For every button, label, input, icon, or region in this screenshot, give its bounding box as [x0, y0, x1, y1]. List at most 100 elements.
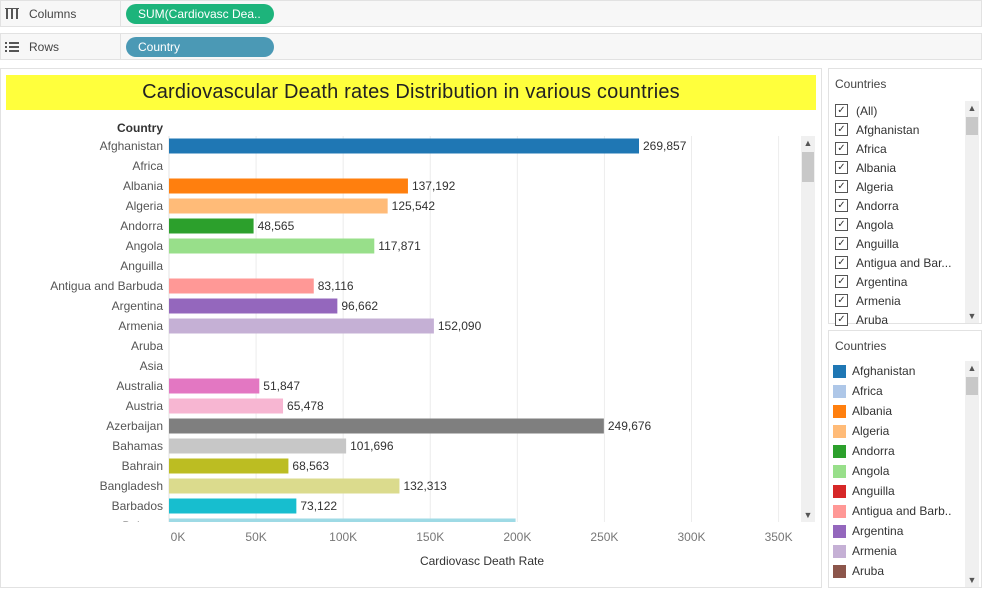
legend-item[interactable]: Angola: [833, 461, 965, 481]
filter-item[interactable]: ✓ (All): [835, 101, 963, 120]
legend-swatch: [833, 524, 846, 538]
value-label: 48,565: [258, 219, 295, 233]
bar: [169, 178, 408, 194]
checkbox-icon[interactable]: ✓: [835, 275, 848, 288]
category-label: Belarus: [122, 519, 163, 533]
filter-item-label: Anguilla: [856, 236, 899, 251]
scroll-down-arrow[interactable]: ▼: [803, 510, 813, 520]
legend-swatch: [833, 464, 846, 478]
filter-item[interactable]: ✓ Anguilla: [835, 234, 963, 253]
category-label: Anguilla: [120, 259, 163, 273]
filter-scroll-up-arrow[interactable]: ▲: [967, 103, 977, 113]
filter-item[interactable]: ✓ Aruba: [835, 310, 963, 329]
filter-item[interactable]: ✓ Algeria: [835, 177, 963, 196]
rows-shelf: Rows Country: [0, 33, 982, 60]
legend-item[interactable]: Afghanistan: [833, 361, 965, 381]
filter-item-label: Angola: [856, 217, 894, 232]
checkbox-icon[interactable]: ✓: [835, 142, 848, 155]
checkbox-icon[interactable]: ✓: [835, 199, 848, 212]
x-tick-label: 0K: [171, 530, 186, 544]
category-label: Australia: [116, 379, 163, 393]
filter-item-label: Africa: [856, 141, 887, 156]
category-label: Bangladesh: [100, 479, 163, 493]
filter-item[interactable]: ✓ Afghanistan: [835, 120, 963, 139]
x-tick-label: 50K: [245, 530, 266, 544]
columns-shelf: Columns SUM(Cardiovasc Dea..: [0, 0, 982, 27]
filter-item[interactable]: ✓ Angola: [835, 215, 963, 234]
legend-item[interactable]: Anguilla: [833, 481, 965, 501]
scroll-thumb[interactable]: [802, 152, 814, 182]
legend-item-label: Afghanistan: [852, 364, 916, 378]
legend-item[interactable]: Antigua and Barb..: [833, 501, 965, 521]
filter-item-label: Algeria: [856, 179, 894, 194]
checkbox-icon[interactable]: ✓: [835, 104, 848, 117]
chart-scrollbar[interactable]: ▲ ▼: [801, 136, 815, 522]
legend-item-label: Anguilla: [852, 484, 895, 498]
legend-swatch: [833, 504, 846, 518]
category-label: Argentina: [112, 299, 164, 313]
filter-item-label: Aruba: [856, 312, 889, 327]
checkbox-icon[interactable]: ✓: [835, 294, 848, 307]
columns-icon: [5, 7, 19, 20]
checkbox-icon[interactable]: ✓: [835, 161, 848, 174]
value-label: 83,116: [318, 279, 354, 293]
row-header: Country: [117, 121, 163, 135]
filter-item[interactable]: ✓ Argentina: [835, 272, 963, 291]
filter-item[interactable]: ✓ Albania: [835, 158, 963, 177]
category-label: Barbados: [112, 499, 163, 513]
legend-item-label: Andorra: [852, 444, 895, 458]
checkbox-icon[interactable]: ✓: [835, 237, 848, 250]
filter-item-label: Andorra: [856, 198, 899, 213]
legend-scroll-down-arrow[interactable]: ▼: [967, 575, 977, 585]
category-label: Armenia: [118, 319, 163, 333]
filter-scrollbar[interactable]: ▲ ▼: [965, 101, 979, 323]
value-label: 96,662: [341, 299, 378, 313]
x-tick-label: 100K: [329, 530, 357, 544]
category-label: Bahamas: [112, 439, 163, 453]
bar: [169, 458, 289, 474]
rows-label: Rows: [29, 39, 60, 54]
legend-scrollbar[interactable]: ▲ ▼: [965, 361, 979, 587]
scroll-up-arrow[interactable]: ▲: [803, 138, 813, 148]
value-label: 51,847: [263, 379, 300, 393]
bar: [169, 418, 604, 434]
columns-shelf-label: Columns: [1, 1, 121, 26]
checkbox-icon[interactable]: ✓: [835, 180, 848, 193]
checkbox-icon[interactable]: ✓: [835, 313, 848, 326]
checkbox-icon[interactable]: ✓: [835, 218, 848, 231]
legend-item[interactable]: Albania: [833, 401, 965, 421]
value-label: 249,676: [608, 419, 652, 433]
filter-item-label: Albania: [856, 160, 897, 175]
checkbox-icon[interactable]: ✓: [835, 256, 848, 269]
filter-item[interactable]: ✓ Armenia: [835, 291, 963, 310]
legend-item[interactable]: Africa: [833, 381, 965, 401]
value-label: 68,563: [292, 459, 329, 473]
legend-item[interactable]: Aruba: [833, 561, 965, 581]
bar: [169, 138, 640, 154]
legend-item[interactable]: Argentina: [833, 521, 965, 541]
rows-dimension-pill[interactable]: Country: [126, 37, 274, 57]
filter-item-label: (All): [856, 103, 878, 118]
bar: [169, 238, 375, 254]
legend-swatch: [833, 564, 846, 578]
legend-scroll-up-arrow[interactable]: ▲: [967, 363, 977, 373]
legend-item[interactable]: Andorra: [833, 441, 965, 461]
checkbox-icon[interactable]: ✓: [835, 123, 848, 136]
legend-item[interactable]: Armenia: [833, 541, 965, 561]
columns-measure-pill[interactable]: SUM(Cardiovasc Dea..: [126, 4, 274, 24]
bar: [169, 218, 254, 234]
legend-list: Afghanistan Africa Albania Algeria Andorra An…: [833, 361, 965, 581]
legend-scroll-thumb[interactable]: [966, 377, 978, 395]
filter-item[interactable]: ✓ Africa: [835, 139, 963, 158]
legend-item-label: Aruba: [852, 564, 885, 578]
x-tick-label: 200K: [503, 530, 531, 544]
filter-scroll-thumb[interactable]: [966, 117, 978, 135]
filter-scroll-down-arrow[interactable]: ▼: [967, 311, 977, 321]
legend-item[interactable]: Algeria: [833, 421, 965, 441]
legend-swatch: [833, 544, 846, 558]
value-label: 269,857: [643, 139, 687, 153]
filter-item[interactable]: ✓ Andorra: [835, 196, 963, 215]
category-label: Algeria: [126, 199, 164, 213]
bar: [169, 318, 434, 334]
filter-item[interactable]: ✓ Antigua and Bar...: [835, 253, 963, 272]
